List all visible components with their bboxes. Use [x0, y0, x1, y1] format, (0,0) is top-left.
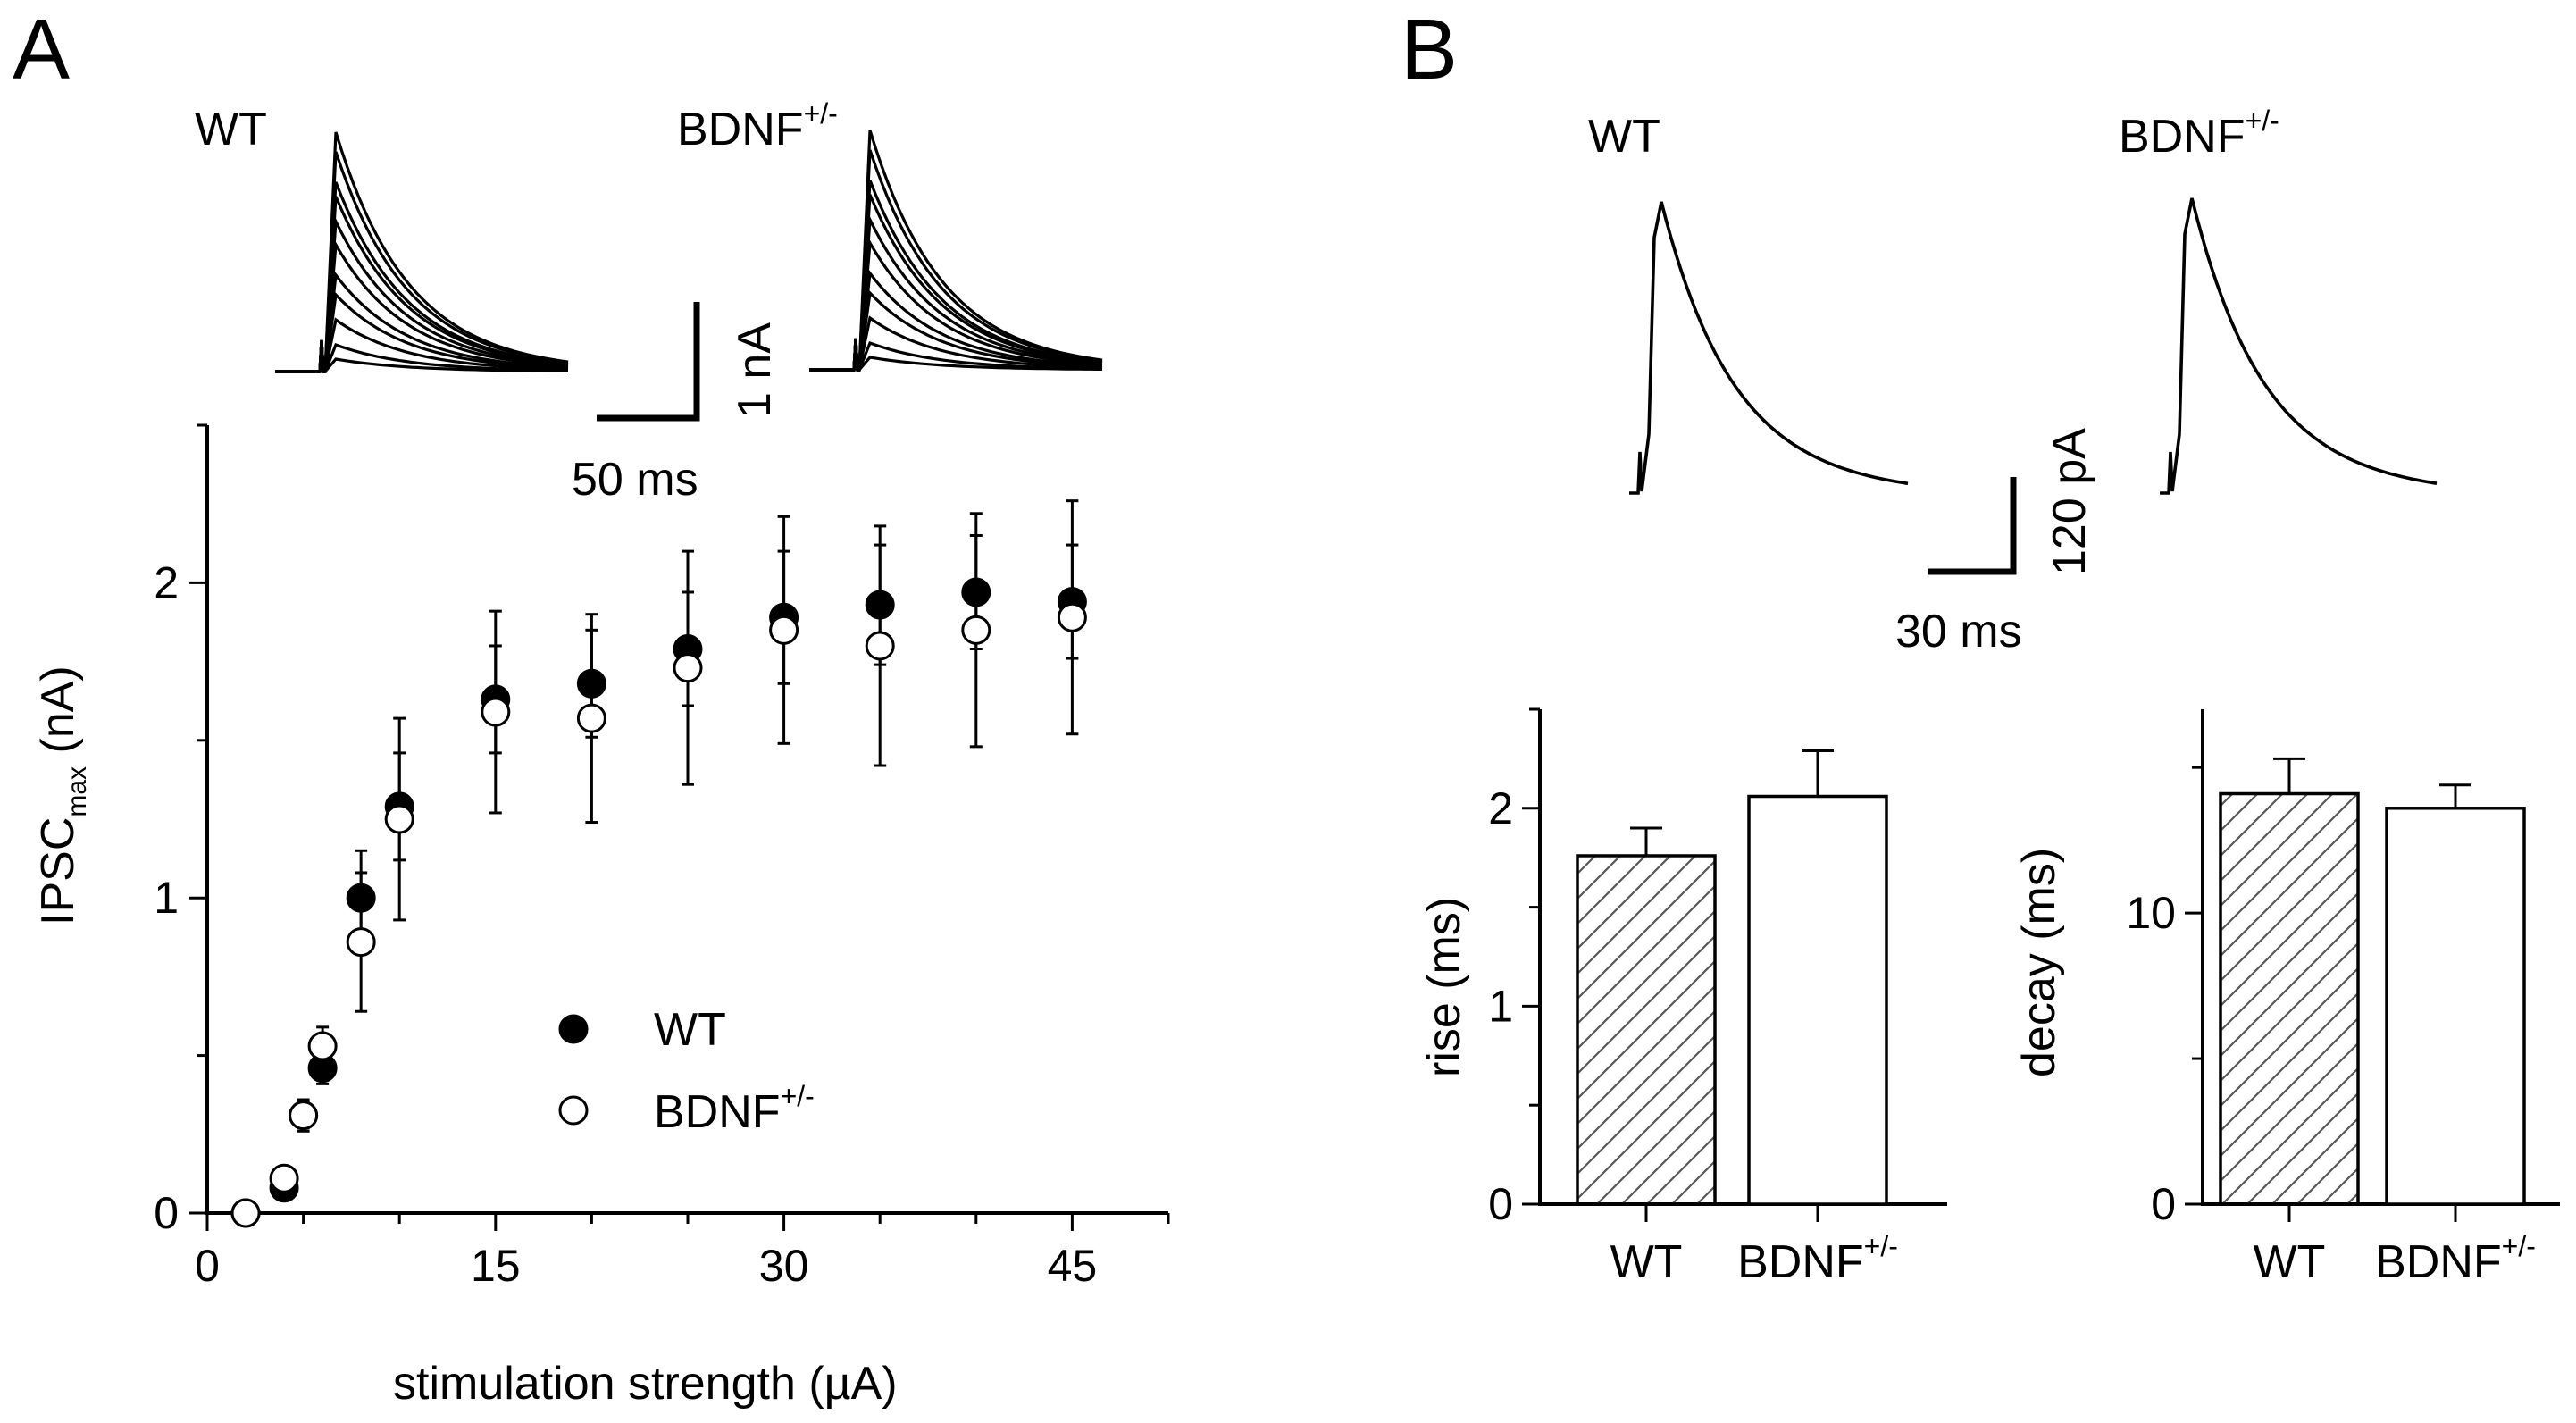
trace-b-wt-label: WT — [1588, 111, 1660, 163]
trace-sweep — [809, 130, 1103, 372]
y-tick-label: 1 — [154, 873, 179, 923]
x-tick-label: 45 — [1048, 1241, 1098, 1291]
trace-a-wt-label: WT — [195, 104, 267, 155]
decay-category-label: WT — [2254, 1236, 2326, 1288]
data-point-bdnf — [576, 703, 606, 733]
trace-a-bdnf-label: BDNF+/- — [677, 97, 838, 155]
ipsc-scatter-plot: 0 1 2 0 15 30 45 — [154, 423, 1170, 1291]
panel-a-letter: A — [13, 2, 70, 97]
trace-b-wt — [1629, 201, 1909, 495]
trace-sweep — [809, 214, 1103, 372]
ipsc-x-axis-label: stimulation strength (µA) — [393, 1358, 898, 1410]
trace-sweep — [809, 289, 1103, 372]
legend-bdnf-label: BDNF+/- — [654, 1080, 815, 1138]
trace-sweep — [275, 317, 569, 373]
data-point-bdnf — [769, 615, 799, 645]
panel-b-letter: B — [1401, 2, 1458, 97]
trace-sweep — [275, 151, 569, 373]
trace-sweep — [275, 339, 569, 373]
trace-sweep — [809, 194, 1103, 372]
trace-sweep — [809, 315, 1103, 372]
data-point-bdnf — [269, 1163, 299, 1193]
legend-wt-label: WT — [654, 1004, 726, 1056]
data-point-bdnf — [230, 1198, 261, 1228]
decay-bar-wt — [2219, 791, 2360, 1206]
trace-a-bdnf-family — [809, 130, 1103, 372]
data-point-bdnf — [481, 697, 511, 727]
x-tick-label: 0 — [195, 1241, 220, 1291]
rise-y-tick-label: 0 — [1488, 1179, 1513, 1229]
rise-bar-bdnf — [1747, 794, 1888, 1206]
trace-sweep — [809, 338, 1103, 372]
trace-sweep — [275, 181, 569, 373]
rise-category-label: WT — [1610, 1236, 1683, 1288]
trace-a-wt-family — [275, 131, 569, 373]
data-point-bdnf — [289, 1101, 319, 1131]
trace-sweep — [275, 216, 569, 373]
data-point-bdnf — [1057, 602, 1087, 632]
scale-bar-a: 1 nA 50 ms — [572, 302, 781, 506]
data-point-wt — [865, 590, 895, 620]
panel-a: A WT BDNF+/- 1 nA 50 ms 0 1 2 0 15 30 45 IPSCm… — [13, 2, 1170, 1410]
trace-sweep — [275, 291, 569, 373]
rise-y-tick-label: 2 — [1488, 783, 1513, 833]
data-point-wt — [346, 883, 376, 913]
ipsc-y-axis-label: IPSCmax (nA) — [32, 665, 92, 925]
trace-sweep — [809, 269, 1103, 372]
scale-bar-b-y-label: 120 pA — [2044, 428, 2095, 575]
trace-b-bdnf — [2160, 197, 2438, 495]
decay-bar-chart: 0 10 WT BDNF+/- — [2126, 709, 2560, 1288]
y-tick-label: 0 — [154, 1188, 179, 1238]
x-tick-label: 15 — [471, 1241, 521, 1291]
data-point-wt — [576, 668, 606, 699]
trace-sweep — [809, 180, 1103, 372]
data-point-bdnf — [673, 653, 703, 683]
decay-bar-bdnf — [2385, 807, 2526, 1206]
scale-bar-b: 120 pA 30 ms — [1895, 428, 2095, 657]
trace-sweep — [275, 239, 569, 373]
legend-bdnf-marker — [558, 1095, 589, 1126]
data-point-wt — [961, 577, 991, 607]
scale-bar-a-y-label: 1 nA — [729, 322, 781, 418]
decay-y-tick-label: 0 — [2151, 1179, 2176, 1229]
trace-sweep — [809, 149, 1103, 372]
decay-category-label: BDNF+/- — [2375, 1230, 2536, 1288]
decay-y-axis-label: decay (ms) — [2013, 848, 2065, 1077]
rise-y-tick-label: 1 — [1488, 981, 1513, 1031]
rise-category-label: BDNF+/- — [1737, 1230, 1898, 1288]
data-point-bdnf — [961, 615, 991, 645]
rise-y-axis-label: rise (ms) — [1418, 897, 1470, 1077]
y-tick-label: 2 — [154, 557, 179, 607]
rise-bar-chart: 0 1 2 WT BDNF+/- — [1488, 707, 1947, 1288]
data-point-bdnf — [307, 1031, 338, 1061]
legend-wt-marker — [558, 1014, 589, 1044]
trace-sweep — [275, 196, 569, 373]
scale-bar-b-x-label: 30 ms — [1895, 606, 2022, 657]
scale-bar-a-x-label: 50 ms — [572, 454, 698, 506]
panel-b: B WT BDNF+/- 120 pA 30 ms 0 1 2 WT BDNF+/- r… — [1401, 2, 2560, 1288]
trace-b-bdnf-label: BDNF+/- — [2119, 105, 2279, 163]
trace-sweep — [809, 238, 1103, 372]
scatter-legend: WT BDNF+/- — [558, 1004, 815, 1138]
x-tick-label: 30 — [759, 1241, 809, 1291]
decay-y-tick-label: 10 — [2126, 888, 2176, 938]
trace-sweep — [275, 271, 569, 373]
trace-sweep — [275, 131, 569, 373]
data-point-bdnf — [346, 927, 376, 958]
data-point-bdnf — [865, 631, 895, 661]
rise-bar-wt — [1576, 854, 1717, 1206]
data-point-bdnf — [384, 804, 414, 834]
